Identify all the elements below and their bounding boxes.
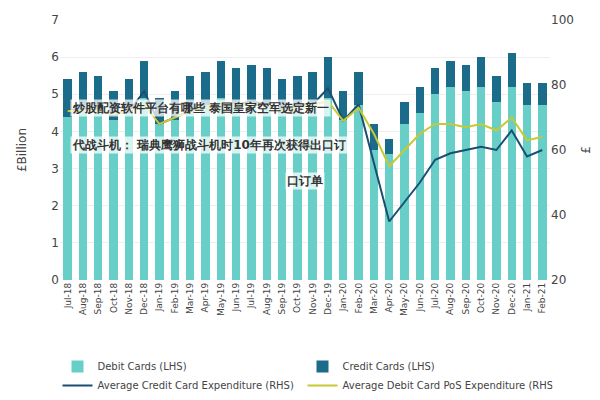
- svg-text:Sep-18: Sep-18: [93, 283, 103, 315]
- svg-text:Feb-20: Feb-20: [354, 283, 364, 314]
- svg-text:7: 7: [51, 13, 59, 27]
- svg-text:4: 4: [51, 125, 59, 139]
- svg-text:60: 60: [551, 143, 566, 157]
- svg-text:Aug-20: Aug-20: [445, 283, 455, 316]
- svg-text:Jul-19: Jul-19: [246, 283, 256, 310]
- svg-text:Debit Cards (LHS): Debit Cards (LHS): [98, 361, 187, 372]
- svg-text:100: 100: [551, 13, 574, 27]
- svg-text:£: £: [579, 146, 593, 154]
- svg-text:Sep-19: Sep-19: [277, 283, 287, 315]
- svg-text:20: 20: [551, 273, 566, 287]
- svg-text:1: 1: [51, 236, 59, 250]
- svg-text:Jan-19: Jan-19: [154, 283, 164, 313]
- svg-text:Dec-18: Dec-18: [139, 283, 149, 315]
- svg-text:Apr-20: Apr-20: [384, 283, 394, 313]
- svg-text:Jun-19: Jun-19: [231, 283, 241, 313]
- svg-text:May-19: May-19: [216, 283, 226, 316]
- svg-text:Mar-19: Mar-19: [185, 283, 195, 314]
- svg-text:Oct-19: Oct-19: [292, 283, 302, 314]
- svg-text:Jan-21: Jan-21: [522, 283, 532, 313]
- svg-text:Nov-19: Nov-19: [308, 283, 318, 315]
- svg-text:Nov-20: Nov-20: [491, 283, 501, 315]
- svg-text:Jul-18: Jul-18: [63, 283, 73, 310]
- svg-text:Sep-20: Sep-20: [461, 283, 471, 315]
- svg-text:Average Debit Card PoS Expendi: Average Debit Card PoS Expenditure (RHS): [343, 380, 553, 391]
- svg-text:80: 80: [551, 78, 566, 92]
- svg-text:Average Credit Card Expenditur: Average Credit Card Expenditure (RHS): [98, 380, 294, 391]
- svg-text:0: 0: [51, 273, 59, 287]
- svg-text:40: 40: [551, 208, 566, 222]
- svg-text:May-20: May-20: [399, 283, 409, 316]
- svg-text:Credit Cards (LHS): Credit Cards (LHS): [343, 361, 435, 372]
- svg-text:Mar-20: Mar-20: [369, 283, 379, 314]
- svg-text:炒股配资软件平台有哪些 泰国皇家空军选定新一: 炒股配资软件平台有哪些 泰国皇家空军选定新一: [72, 101, 329, 115]
- svg-text:6: 6: [51, 50, 59, 64]
- svg-text:Jul-20: Jul-20: [430, 283, 440, 310]
- svg-text:Feb-21: Feb-21: [537, 283, 547, 314]
- svg-text:Nov-18: Nov-18: [124, 283, 134, 315]
- svg-text:5: 5: [51, 87, 59, 101]
- svg-text:Oct-20: Oct-20: [476, 283, 486, 314]
- svg-text:2: 2: [51, 199, 59, 213]
- svg-text:Feb-19: Feb-19: [170, 283, 180, 314]
- svg-text:Oct-18: Oct-18: [109, 283, 119, 314]
- svg-text:Dec-20: Dec-20: [507, 283, 517, 315]
- svg-text:Dec-19: Dec-19: [323, 283, 333, 315]
- svg-text:代战斗机： 瑞典鹰狮战斗机时10年再次获得出口订: 代战斗机： 瑞典鹰狮战斗机时10年再次获得出口订: [72, 138, 346, 152]
- svg-text:£Billion: £Billion: [15, 128, 29, 172]
- svg-text:Aug-18: Aug-18: [78, 283, 88, 316]
- svg-text:Jan-20: Jan-20: [338, 283, 348, 313]
- svg-text:Jun-20: Jun-20: [415, 283, 425, 313]
- svg-text:口订单: 口订单: [287, 174, 323, 188]
- svg-text:Aug-19: Aug-19: [262, 283, 272, 316]
- svg-text:3: 3: [51, 162, 59, 176]
- svg-text:Apr-19: Apr-19: [200, 283, 210, 313]
